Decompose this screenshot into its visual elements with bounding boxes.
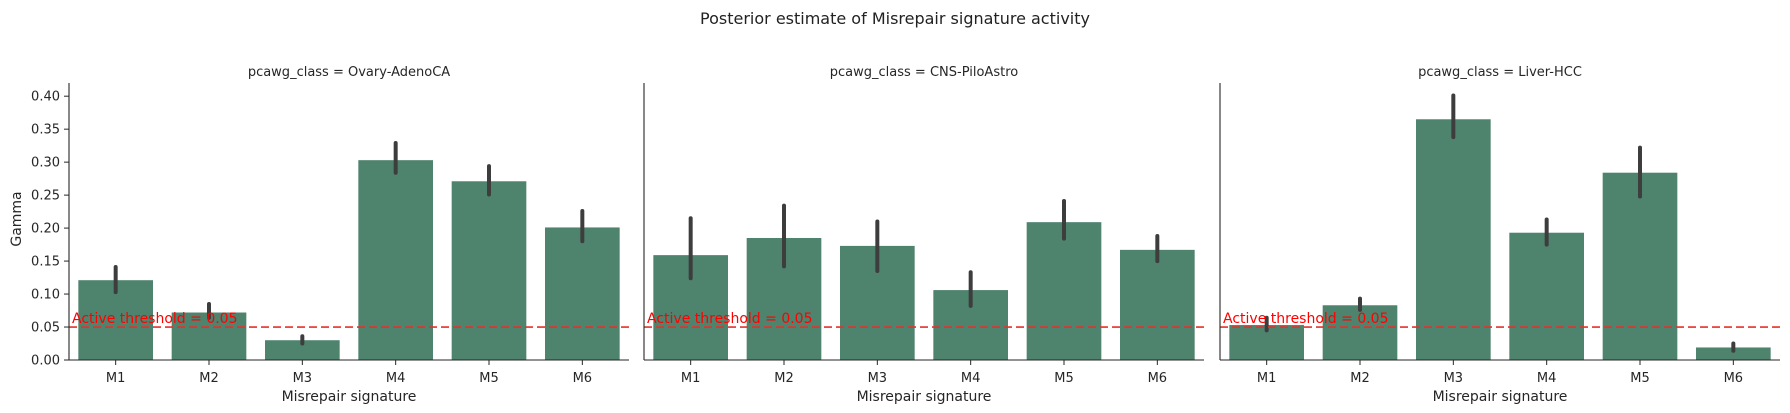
x-axis-label: Misrepair signature <box>1433 389 1568 405</box>
figure-title: Posterior estimate of Misrepair signatur… <box>700 9 1090 28</box>
x-tick-label: M1 <box>1257 371 1277 386</box>
x-tick-label: M5 <box>1054 371 1074 386</box>
bar-m6 <box>1120 249 1195 360</box>
panel-title: pcawg_class = Ovary-AdenoCA <box>248 65 450 80</box>
x-tick-label: M2 <box>1350 371 1370 386</box>
x-tick-label: M5 <box>479 371 499 386</box>
x-tick-label: M2 <box>774 371 794 386</box>
x-axis-label: Misrepair signature <box>857 389 992 405</box>
panel-title: pcawg_class = CNS-PiloAstro <box>830 65 1018 80</box>
panel-2: pcawg_class = CNS-PiloAstro M1 M2 M3 M4 M5 M6 A… <box>643 65 1204 405</box>
bar-m6 <box>545 227 620 360</box>
bar-m6 <box>1696 347 1771 360</box>
bar-m5 <box>1026 222 1102 360</box>
panel-3: pcawg_class = Liver-HCC M1 M2 M3 M4 M5 M6 Activ… <box>1219 65 1780 405</box>
y-tick-label: 0.00 <box>31 354 60 369</box>
x-tick-label: M2 <box>199 371 219 386</box>
y-tick-label: 0.15 <box>31 255 60 270</box>
threshold-label: Active threshold = 0.05 <box>1223 311 1389 327</box>
bar-m5 <box>1602 172 1678 360</box>
x-tick-label: M6 <box>1148 371 1168 386</box>
bar-m2 <box>171 312 247 360</box>
x-tick-label: M6 <box>1724 371 1744 386</box>
bar-m3 <box>265 340 340 360</box>
x-tick-label: M1 <box>681 371 701 386</box>
y-axis-label: Gamma <box>9 191 25 246</box>
bar-m5 <box>451 181 527 360</box>
x-tick-label: M3 <box>293 371 313 386</box>
bar-m4 <box>358 160 433 360</box>
x-tick-label: M5 <box>1630 371 1650 386</box>
y-tick-label: 0.35 <box>31 123 60 138</box>
x-tick-label: M1 <box>106 371 126 386</box>
y-tick-label: 0.10 <box>31 288 60 303</box>
x-tick-label: M3 <box>1444 371 1464 386</box>
y-tick-label: 0.30 <box>31 156 60 171</box>
panel-1: pcawg_class = Ovary-AdenoCA M1 M2 M3 M4 M5 M6 A… <box>31 65 629 405</box>
x-axis-label: Misrepair signature <box>282 389 417 405</box>
y-tick-label: 0.40 <box>31 90 60 105</box>
x-tick-label: M6 <box>573 371 593 386</box>
threshold-label: Active threshold = 0.05 <box>72 311 238 327</box>
threshold-label: Active threshold = 0.05 <box>647 311 813 327</box>
x-tick-label: M4 <box>1537 371 1557 386</box>
y-tick-label: 0.25 <box>31 189 60 204</box>
facet-panels: pcawg_class = Ovary-AdenoCA M1 M2 M3 M4 M5 M6 A… <box>31 65 1780 405</box>
y-tick-label: 0.05 <box>31 321 60 336</box>
bar-m3 <box>1416 119 1491 361</box>
bar-m2 <box>1322 305 1398 360</box>
x-tick-label: M4 <box>961 371 981 386</box>
bar-m4 <box>1509 232 1584 360</box>
panel-title: pcawg_class = Liver-HCC <box>1418 65 1582 80</box>
x-tick-label: M3 <box>868 371 888 386</box>
x-tick-label: M4 <box>386 371 406 386</box>
y-tick-label: 0.20 <box>31 222 60 237</box>
